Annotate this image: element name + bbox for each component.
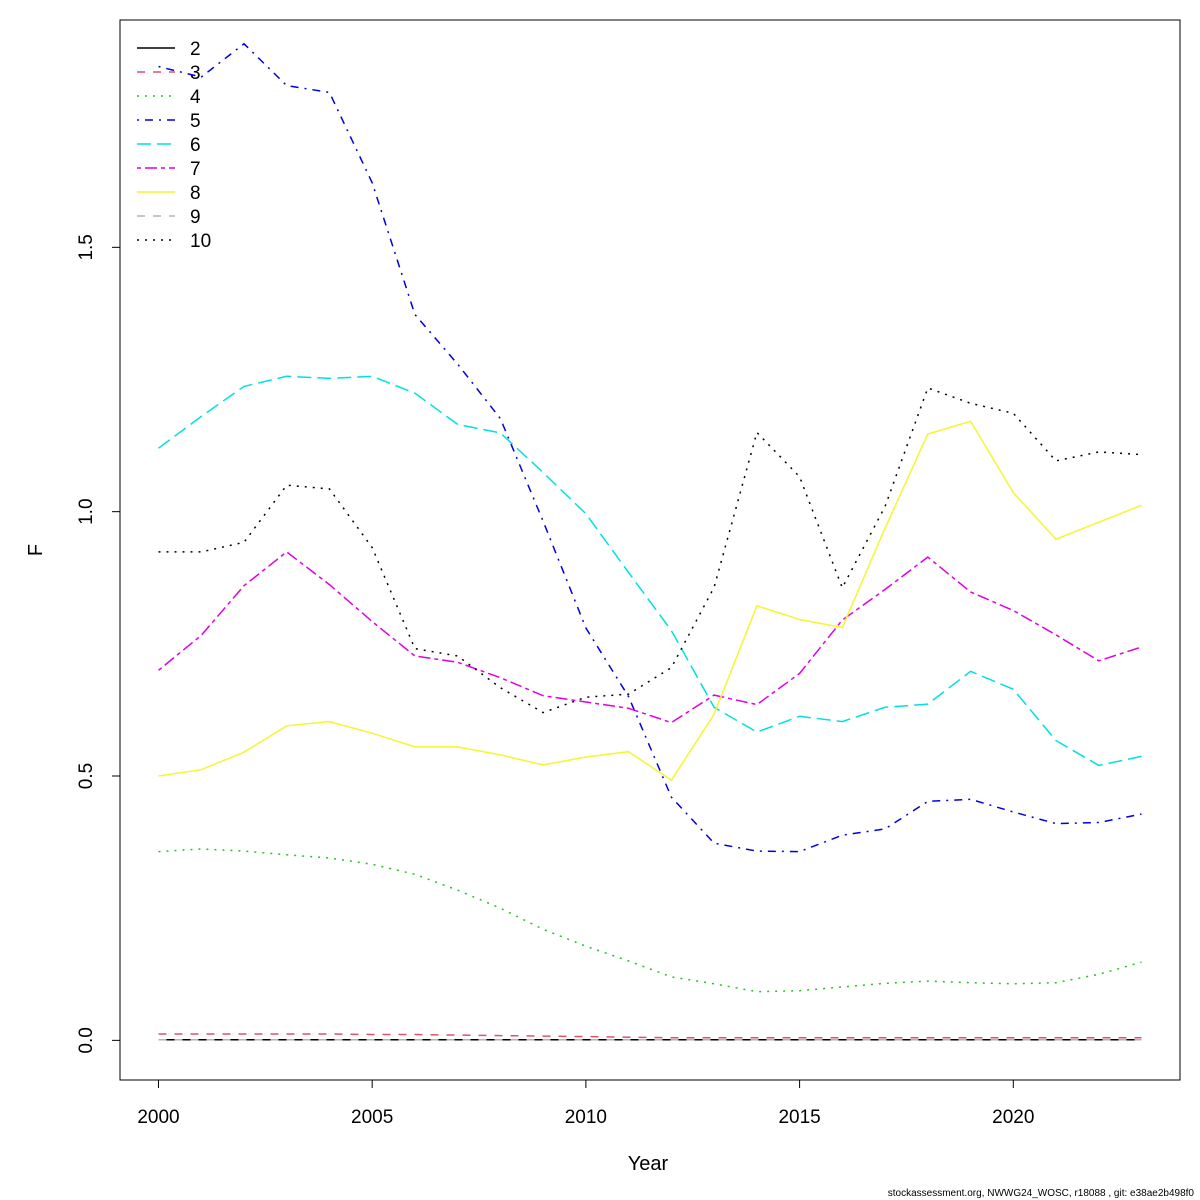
- legend-label-7: 7: [190, 159, 201, 180]
- x-tick-label: 2020: [992, 1107, 1034, 1128]
- y-tick-label: 1.5: [76, 234, 97, 260]
- legend-label-6: 6: [190, 135, 201, 156]
- legend-label-3: 3: [190, 63, 201, 84]
- y-axis: 0.0 0.5 1.0 1.5: [76, 234, 121, 1054]
- y-tick-label: 0.5: [76, 763, 97, 789]
- x-tick-label: 2005: [351, 1107, 393, 1128]
- legend: 2 3 4 5 6 7 8 9 10: [137, 39, 211, 252]
- series-line-3: [158, 1033, 1142, 1039]
- x-tick-label: 2010: [565, 1107, 607, 1128]
- legend-label-10: 10: [190, 231, 211, 252]
- x-axis: 2000 2005 2010 2015 2020: [137, 1079, 1034, 1128]
- legend-label-8: 8: [190, 183, 201, 204]
- legend-label-2: 2: [190, 39, 201, 60]
- series-line-7: [158, 550, 1142, 724]
- y-tick-label: 0.0: [76, 1027, 97, 1053]
- legend-label-5: 5: [190, 111, 201, 132]
- legend-label-4: 4: [190, 87, 201, 108]
- x-tick-label: 2000: [137, 1107, 179, 1128]
- series-line-10: [158, 387, 1142, 714]
- series-line-4: [158, 848, 1142, 993]
- series-line-8: [158, 420, 1142, 782]
- series-line-6: [158, 375, 1142, 767]
- y-tick-label: 1.0: [76, 498, 97, 524]
- series-line-5: [158, 42, 1142, 853]
- x-tick-label: 2015: [778, 1107, 820, 1128]
- x-axis-title: Year: [628, 1153, 669, 1175]
- legend-label-9: 9: [190, 207, 201, 228]
- series-layer: [158, 42, 1142, 1041]
- y-axis-title: F: [25, 544, 47, 556]
- footer-credit: stockassessment.org, NWWG24_WOSC, r18088…: [888, 1188, 1195, 1199]
